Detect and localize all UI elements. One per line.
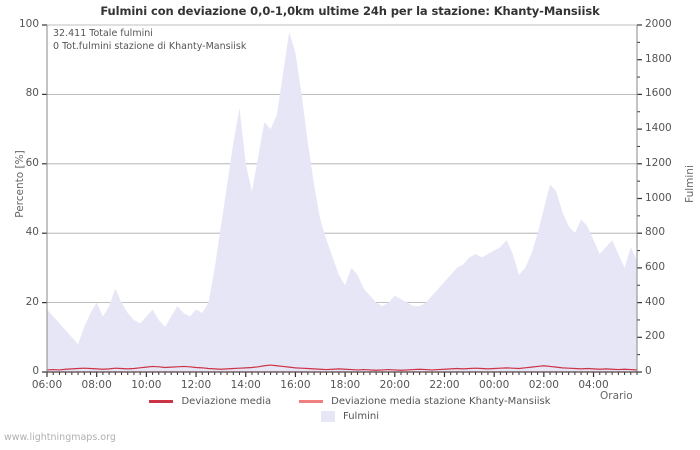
- legend-label: Deviazione media stazione Khanty-Mansiis…: [331, 396, 551, 407]
- legend-swatch-line: [149, 400, 174, 403]
- x-axis-tick-label: 18:00: [329, 379, 361, 391]
- legend-swatch-area: [321, 411, 336, 422]
- x-axis-tick-label: 20:00: [379, 379, 410, 391]
- y-axis-right-title: Fulmini: [684, 165, 696, 203]
- legend-label: Fulmini: [343, 411, 379, 422]
- y-axis-right-tick-label: 2000: [645, 18, 672, 30]
- x-axis-tick-label: 00:00: [479, 379, 510, 391]
- x-axis-title: Orario: [600, 390, 633, 402]
- page-title: Fulmini con deviazione 0,0-1,0km ultime …: [100, 4, 600, 18]
- legend-item-fulmini: Fulmini: [321, 411, 379, 422]
- x-axis-tick-label: 22:00: [429, 379, 460, 391]
- x-axis-tick-label: 16:00: [280, 379, 311, 391]
- x-axis-tick-label: 14:00: [230, 379, 261, 391]
- y-axis-right-tick-label: 1600: [645, 87, 672, 100]
- legend-swatch-line: [299, 400, 324, 403]
- x-axis-tick-label: 02:00: [528, 379, 559, 391]
- station-lightning-count: 0 Tot.fulmini stazione di Khanty-Mansiis…: [53, 41, 247, 52]
- y-axis-left-tick-label: 80: [25, 87, 39, 100]
- y-axis-right-tick-label: 1000: [645, 191, 672, 204]
- legend-item-deviazione-media-stazione: Deviazione media stazione Khanty-Mansiis…: [299, 396, 551, 407]
- x-axis-tick-label: 12:00: [180, 379, 212, 391]
- chart-legend: Deviazione media Deviazione media stazio…: [0, 394, 700, 424]
- y-axis-left-tick-label: 20: [25, 295, 39, 308]
- y-axis-right-tick-label: 1800: [645, 52, 672, 65]
- x-axis-tick-label: 10:00: [131, 379, 162, 391]
- y-axis-left-title: Percento [%]: [14, 150, 26, 218]
- legend-row-bottom: Fulmini: [0, 409, 700, 424]
- y-axis-right-tick-label: 1400: [645, 122, 672, 135]
- y-axis-right-tick-label: 0: [645, 365, 652, 377]
- legend-row-top: Deviazione media Deviazione media stazio…: [0, 394, 700, 409]
- y-axis-left-tick-label: 100: [18, 18, 39, 30]
- legend-item-deviazione-media: Deviazione media: [149, 396, 271, 407]
- plot-frame: [46, 25, 638, 373]
- fulmini-area: [47, 31, 637, 372]
- x-axis-tick-label: 06:00: [31, 379, 63, 391]
- totals-annotation: 32.411 Totale fulmini 0 Tot.fulmini staz…: [53, 27, 246, 53]
- y-axis-left-tick-label: 0: [32, 365, 39, 377]
- legend-label: Deviazione media: [181, 396, 272, 407]
- total-lightning-count: 32.411 Totale fulmini: [53, 28, 153, 39]
- y-axis-right-tick-label: 400: [645, 295, 666, 308]
- y-axis-left-tick-label: 60: [25, 156, 39, 169]
- y-axis-left-tick-label: 40: [25, 226, 39, 239]
- y-axis-right-tick-label: 800: [645, 226, 666, 239]
- y-axis-right-tick-label: 1200: [645, 156, 672, 169]
- x-axis-tick-label: 04:00: [578, 379, 609, 391]
- x-axis-tick-label: 08:00: [81, 379, 112, 391]
- deviazione-media-line: [46, 364, 638, 371]
- y-axis-right-tick-label: 600: [645, 260, 666, 273]
- y-axis-right-tick-label: 200: [645, 330, 666, 343]
- watermark: www.lightningmaps.org: [4, 432, 116, 443]
